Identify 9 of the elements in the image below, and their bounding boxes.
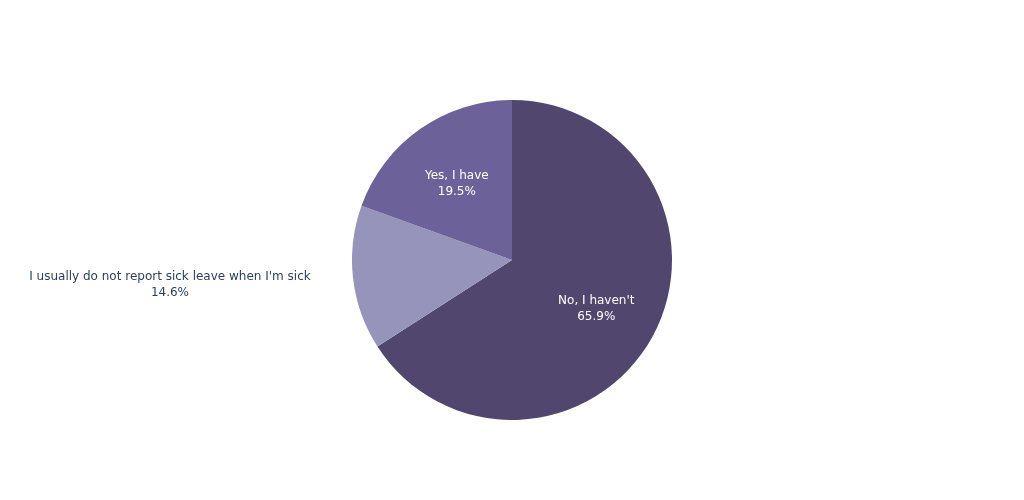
slice-label: No, I haven't: [558, 292, 635, 307]
pie-slice: [361, 100, 512, 260]
data-label: 65.9%: [577, 308, 616, 323]
data-label: 19.5%: [437, 184, 476, 199]
data-label: 14.6%: [150, 285, 190, 300]
slice-label: Yes, I have: [423, 168, 489, 183]
pie-slice: [377, 100, 672, 420]
slice-label: I usually do not report sick leave when I'm sick: [29, 269, 311, 284]
pie-slice: [352, 205, 512, 347]
